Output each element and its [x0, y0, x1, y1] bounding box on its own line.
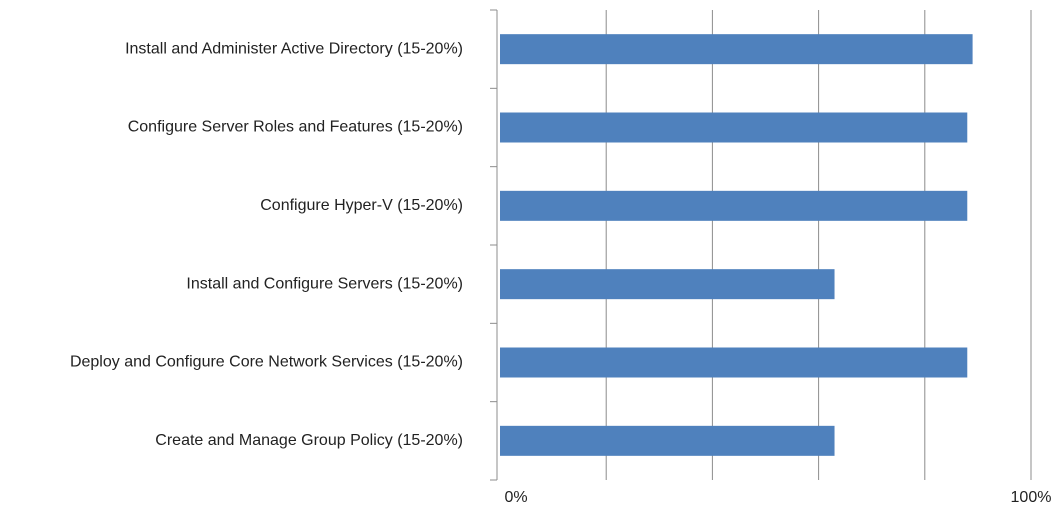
bar — [500, 425, 835, 456]
y-tick-label: Deploy and Configure Core Network Servic… — [70, 354, 463, 371]
bar — [500, 347, 968, 378]
bar — [500, 190, 968, 221]
x-tick-label: 100% — [1011, 489, 1052, 506]
y-tick-label: Install and Administer Active Directory … — [125, 40, 463, 57]
y-tick-label: Create and Manage Group Policy (15-20%) — [155, 432, 463, 449]
y-tick-label: Install and Configure Servers (15-20%) — [186, 275, 463, 292]
x-tick-label: 0% — [504, 489, 527, 506]
y-tick-label: Configure Server Roles and Features (15-… — [128, 119, 463, 136]
y-tick-label: Configure Hyper-V (15-20%) — [260, 197, 463, 214]
bar — [500, 269, 835, 300]
bar — [500, 34, 973, 65]
bar — [500, 112, 968, 143]
